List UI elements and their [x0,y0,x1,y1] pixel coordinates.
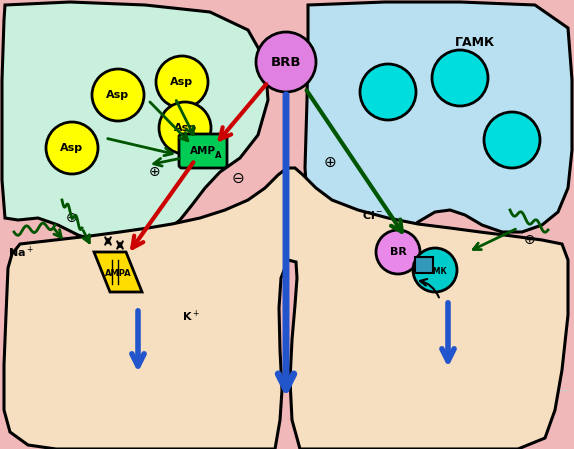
Circle shape [156,56,208,108]
Text: ГАМК: ГАМК [422,267,447,276]
Circle shape [159,102,211,154]
Text: Asp: Asp [173,123,196,133]
Polygon shape [4,168,568,449]
Text: ⊕: ⊕ [524,233,536,247]
Circle shape [432,50,488,106]
Circle shape [360,64,416,120]
Text: BR: BR [390,247,406,257]
Circle shape [484,112,540,168]
Text: A: A [215,150,221,159]
Text: ⊕: ⊕ [66,211,78,225]
Text: ⊕: ⊕ [324,154,336,170]
Text: Asp: Asp [60,143,84,153]
Text: Asp: Asp [170,77,193,87]
Text: Na$^+$: Na$^+$ [8,244,34,260]
Circle shape [376,230,420,274]
Text: ⊕: ⊕ [149,165,161,179]
Text: ⊖: ⊖ [232,171,245,185]
Text: K$^+$: K$^+$ [182,308,200,324]
Circle shape [92,69,144,121]
Polygon shape [305,2,572,248]
FancyBboxPatch shape [179,134,227,168]
Circle shape [46,122,98,174]
Text: AMPA: AMPA [104,269,131,278]
Text: AMP: AMP [190,146,216,156]
Bar [415,257,433,273]
Text: BRB: BRB [271,56,301,69]
Polygon shape [94,252,142,292]
Circle shape [256,32,316,92]
Circle shape [413,248,457,292]
Polygon shape [2,2,268,244]
Text: ГАМК: ГАМК [455,35,495,48]
Text: Cl$^-$: Cl$^-$ [362,209,383,221]
Text: Asp: Asp [106,90,130,100]
